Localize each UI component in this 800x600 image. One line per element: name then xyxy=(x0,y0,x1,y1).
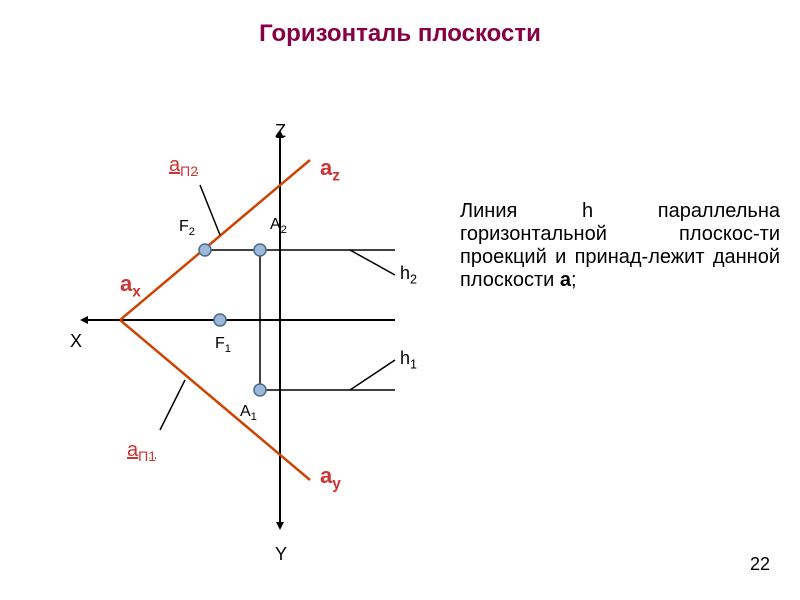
description-post: ; xyxy=(571,269,577,291)
label-Z: Z xyxy=(275,122,286,140)
description-bold: а xyxy=(560,269,571,291)
label-aP2: аП2 xyxy=(169,155,198,178)
label-Y: Y xyxy=(275,545,287,563)
label-h1: h1 xyxy=(400,349,417,371)
page-number: 22 xyxy=(750,554,770,575)
label-h2: h2 xyxy=(400,264,417,286)
label-F2: F2 xyxy=(179,219,195,238)
description-text: Линия h параллельна горизонтальной плоск… xyxy=(460,200,780,292)
description-pre: Линия h параллельна горизонтальной плоск… xyxy=(460,200,780,291)
label-A1: A1 xyxy=(240,404,257,423)
label-az: аz xyxy=(320,157,340,184)
label-X: X xyxy=(70,332,82,350)
label-ay: аy xyxy=(320,465,341,492)
label-A2: A2 xyxy=(270,217,287,236)
diagram xyxy=(0,0,800,600)
label-F1: F1 xyxy=(215,336,231,355)
label-aP1: аП1 xyxy=(127,440,156,463)
label-ax: аx xyxy=(120,273,141,300)
